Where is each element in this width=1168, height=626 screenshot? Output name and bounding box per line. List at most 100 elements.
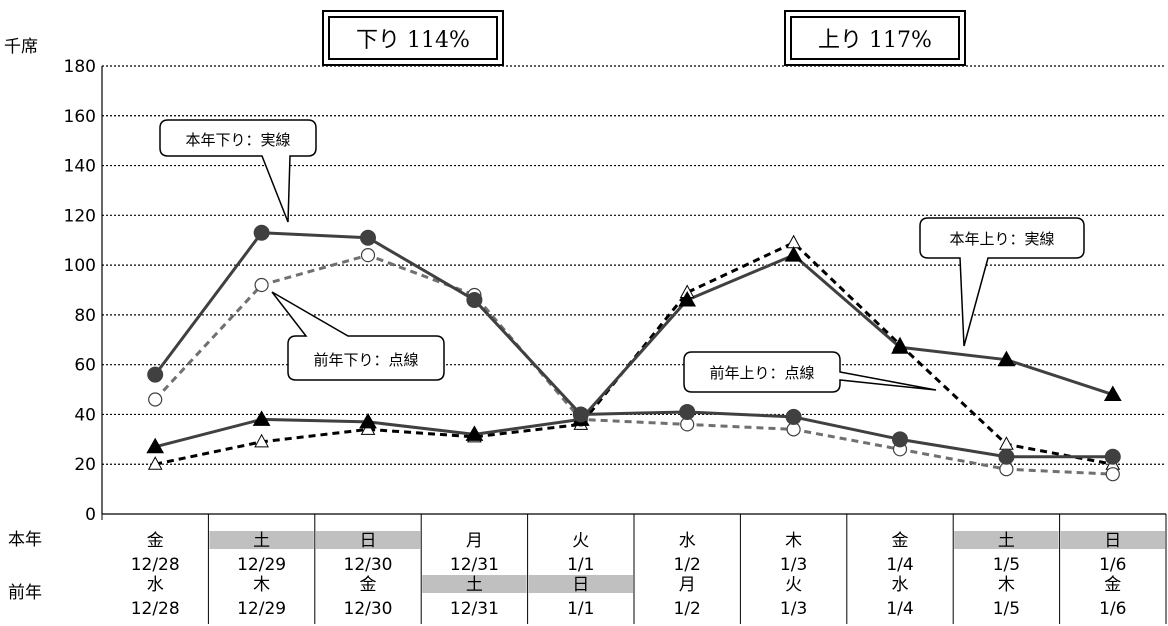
category-previous-day: 水	[892, 575, 909, 595]
holiday-shade-previous	[528, 575, 633, 593]
category-current-day: 日	[360, 531, 377, 551]
category-current-day: 土	[998, 531, 1015, 551]
series-line-up_current	[154, 253, 1114, 449]
category-current-day: 日	[1104, 531, 1121, 551]
y-tick-labels: 0 20 40 60 80 100 120 140 160 180	[64, 57, 96, 525]
marker-down_current	[1104, 448, 1121, 465]
category-previous-date: 1/1	[567, 599, 594, 619]
series-group	[146, 224, 1122, 482]
down-ratio-text: 下り 114%	[356, 28, 470, 53]
category-current-day: 水	[679, 531, 696, 551]
marker-up_current	[678, 290, 697, 307]
marker-down_previous	[148, 392, 163, 407]
marker-down_current	[998, 448, 1015, 465]
y-tick-label: 160	[64, 107, 96, 127]
category-previous-day: 月	[679, 575, 696, 595]
category-current-day: 金	[892, 531, 909, 551]
category-previous-date: 1/5	[993, 599, 1020, 619]
marker-down_previous	[254, 277, 269, 293]
marker-down_previous	[1105, 467, 1120, 482]
category-current-day: 火	[572, 531, 589, 551]
y-tick-label: 40	[74, 405, 96, 425]
callout-down-current-text: 本年下り：実線	[185, 131, 290, 149]
marker-up_previous	[254, 433, 269, 448]
category-previous-date: 1/6	[1099, 599, 1126, 619]
callout-down-previous: 前年下り：点線	[271, 291, 445, 381]
marker-up_current	[465, 425, 484, 441]
category-previous-date: 12/30	[344, 599, 393, 619]
series-line-up_previous	[154, 241, 1114, 466]
holiday-shading	[209, 531, 1165, 593]
down-ratio-box: 下り 114%	[322, 10, 504, 66]
category-previous-day: 水	[147, 575, 164, 595]
category-previous-date: 12/28	[131, 599, 180, 619]
category-current-date: 1/4	[886, 555, 913, 575]
category-current-date: 1/2	[674, 555, 701, 575]
row-header-current: 本年	[8, 530, 42, 550]
category-current-date: 1/5	[993, 555, 1020, 575]
category-current-day: 月	[466, 531, 483, 551]
marker-up_current	[1103, 385, 1122, 402]
marker-up_current	[146, 437, 165, 454]
marker-down_current	[147, 366, 164, 383]
callout-down-previous-text: 前年下り：点線	[313, 351, 418, 369]
category-current-date: 12/31	[450, 555, 499, 575]
marker-up_previous	[786, 234, 801, 249]
category-current-date: 12/30	[344, 555, 393, 575]
category-previous-date: 1/3	[780, 599, 807, 619]
holiday-shade-current	[1060, 531, 1165, 549]
category-previous-day: 金	[1104, 575, 1121, 595]
holiday-shade-current	[315, 531, 421, 549]
category-previous-date: 1/2	[674, 599, 701, 619]
y-tick-label: 180	[64, 57, 96, 77]
holiday-shade-previous	[422, 575, 527, 593]
callout-up-previous-text: 前年上り：点線	[709, 364, 814, 382]
category-table: 金12/28水12/28土12/29木12/29日12/30金12/30月12/…	[131, 531, 1127, 619]
category-previous-day: 日	[572, 575, 589, 595]
row-header-previous: 前年	[8, 583, 42, 603]
up-ratio-text: 上り 117%	[818, 28, 932, 53]
callout-up-current: 本年上り：実線	[919, 217, 1085, 347]
y-tick-label: 60	[74, 356, 96, 376]
marker-down_current	[466, 291, 483, 308]
category-current-day: 木	[785, 531, 802, 551]
marker-up_current	[359, 412, 377, 429]
marker-up_current	[252, 410, 271, 426]
category-current-date: 1/1	[567, 555, 594, 575]
marker-down_current	[572, 406, 589, 423]
axes	[101, 66, 1167, 624]
marker-up_current	[997, 350, 1016, 367]
y-tick-label: 0	[85, 505, 96, 525]
marker-down_previous	[360, 248, 376, 263]
category-previous-date: 12/31	[450, 599, 499, 619]
callout-up-previous: 前年上り：点線	[683, 351, 937, 393]
category-current-day: 金	[147, 531, 164, 551]
y-tick-label: 80	[74, 306, 96, 326]
up-ratio-box: 上り 117%	[784, 10, 966, 66]
category-previous-day: 火	[785, 575, 802, 595]
category-current-date: 1/3	[780, 555, 807, 575]
category-current-day: 土	[253, 531, 270, 551]
category-current-date: 1/6	[1099, 555, 1126, 575]
marker-down_current	[785, 408, 802, 425]
y-tick-label: 140	[64, 157, 96, 177]
y-tick-label: 20	[74, 455, 96, 475]
marker-down_current	[360, 229, 376, 246]
category-previous-day: 木	[253, 575, 270, 595]
marker-down_current	[253, 224, 270, 241]
marker-up_current	[891, 338, 909, 354]
category-previous-date: 1/4	[886, 599, 913, 619]
callout-up-current-text: 本年上り：実線	[949, 230, 1054, 248]
category-previous-date: 12/29	[237, 599, 286, 619]
series-line-down_current	[153, 231, 1113, 459]
category-previous-day: 木	[998, 575, 1015, 595]
category-current-date: 12/29	[237, 555, 286, 575]
category-current-date: 12/28	[131, 555, 180, 575]
marker-down_current	[892, 431, 908, 448]
marker-down_current	[679, 403, 696, 420]
marker-up_current	[784, 246, 803, 262]
callout-down-current: 本年下り：実線	[159, 119, 317, 223]
category-previous-day: 土	[466, 575, 483, 595]
category-previous-day: 金	[360, 575, 377, 595]
